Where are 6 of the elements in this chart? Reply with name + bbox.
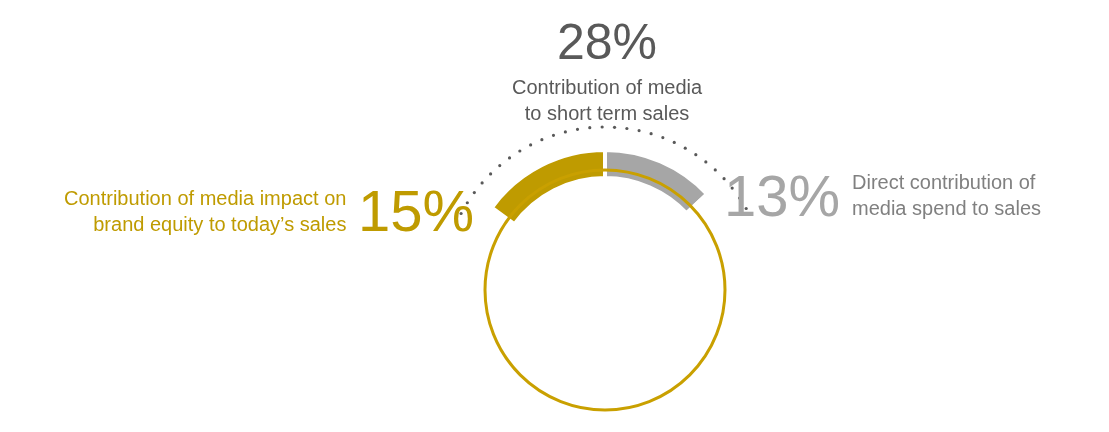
text: Contribution of media to short term sales: [512, 76, 703, 124]
text: 28%: [557, 14, 658, 70]
slice-label: Contribution of media impact on brand equity to today’s sales: [64, 187, 347, 235]
data-label: 15%: [358, 178, 475, 243]
data-label: 13%: [724, 163, 841, 228]
slice-label: Direct contribution of media spend to sales: [852, 171, 1042, 219]
